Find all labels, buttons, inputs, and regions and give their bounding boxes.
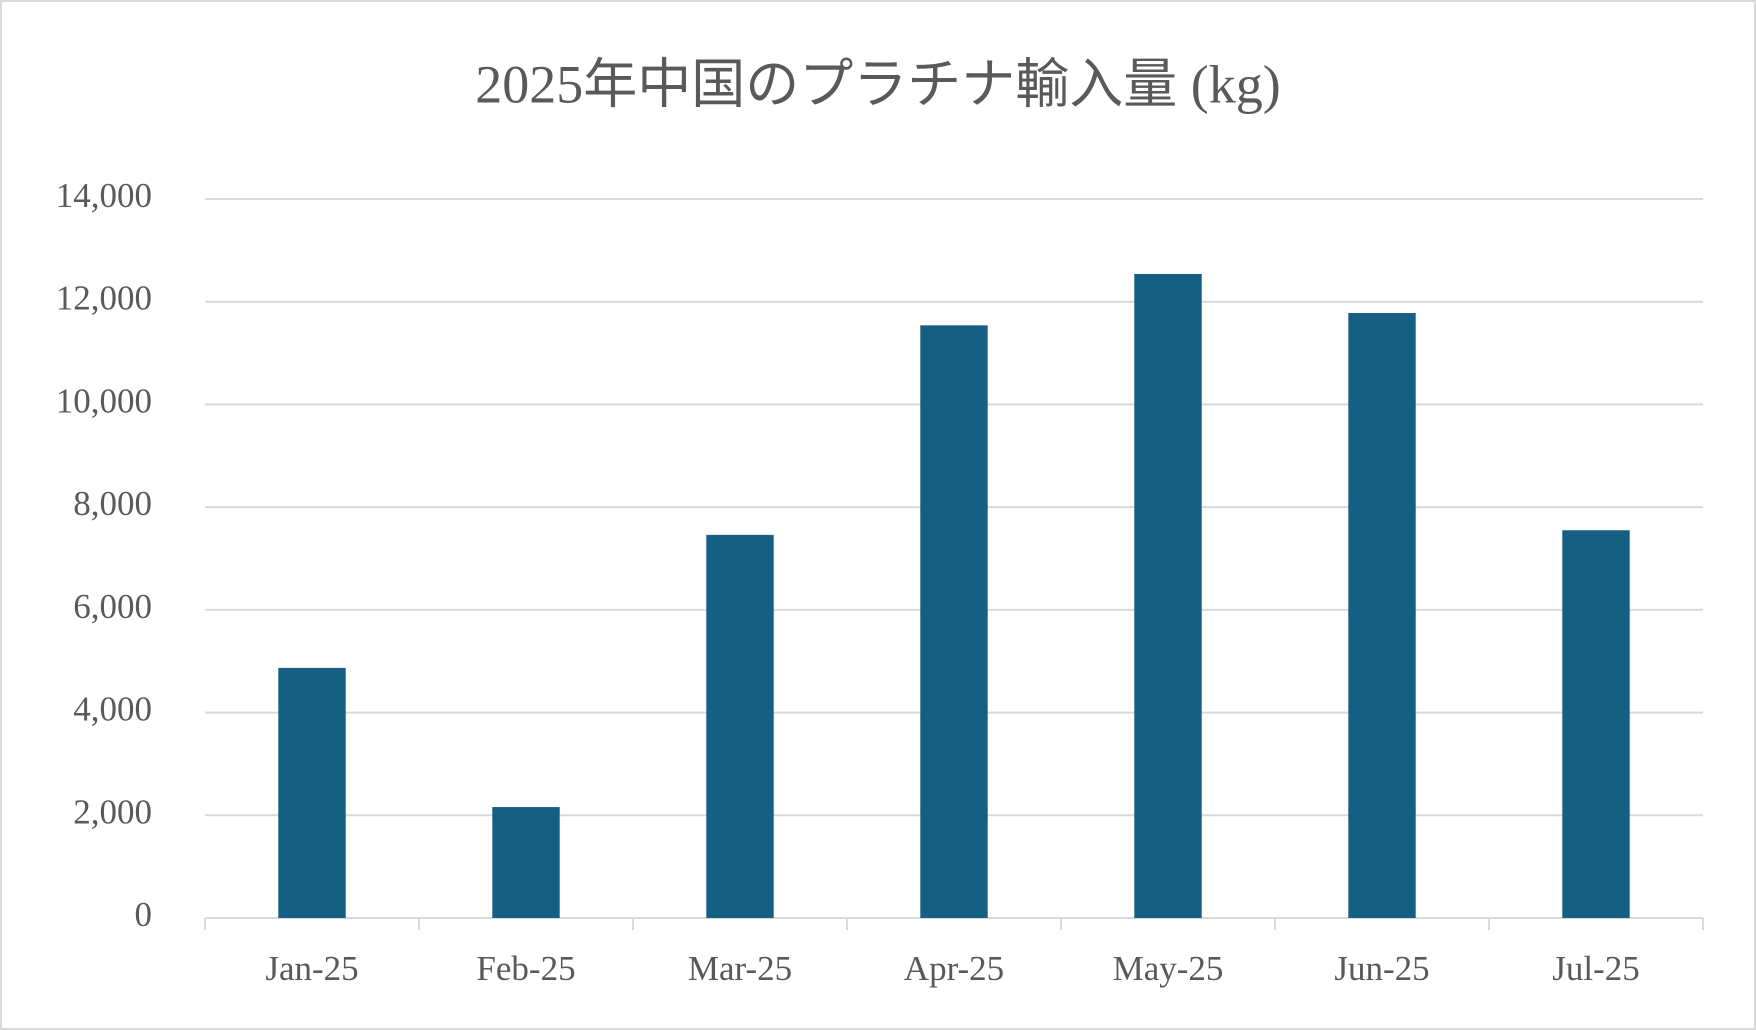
bar: [278, 667, 346, 918]
x-tick-label: Mar-25: [688, 949, 792, 988]
x-tick-label: Jan-25: [265, 949, 358, 988]
y-tick-label: 6,000: [73, 587, 152, 626]
y-tick-label: 4,000: [73, 690, 152, 729]
y-tick-label: 12,000: [56, 279, 152, 318]
y-tick-label: 10,000: [56, 381, 152, 420]
bar: [1348, 313, 1416, 919]
y-tick-label: 2,000: [73, 792, 152, 831]
bar: [1134, 273, 1202, 918]
chart-title: 2025年中国のプラチナ輸入量 (kg): [475, 54, 1280, 114]
y-tick-label: 0: [135, 895, 153, 934]
y-tick-label: 14,000: [56, 176, 152, 215]
y-tick-label: 8,000: [73, 484, 152, 523]
x-tick-label: May-25: [1113, 949, 1224, 988]
bar: [1562, 530, 1630, 918]
bar: [920, 325, 988, 918]
x-tick-label: Apr-25: [904, 949, 1004, 988]
bar: [492, 807, 560, 918]
x-tick-label: Jun-25: [1334, 949, 1429, 988]
bar: [706, 534, 774, 918]
x-tick-label: Jul-25: [1552, 949, 1640, 988]
x-tick-label: Feb-25: [476, 949, 575, 988]
